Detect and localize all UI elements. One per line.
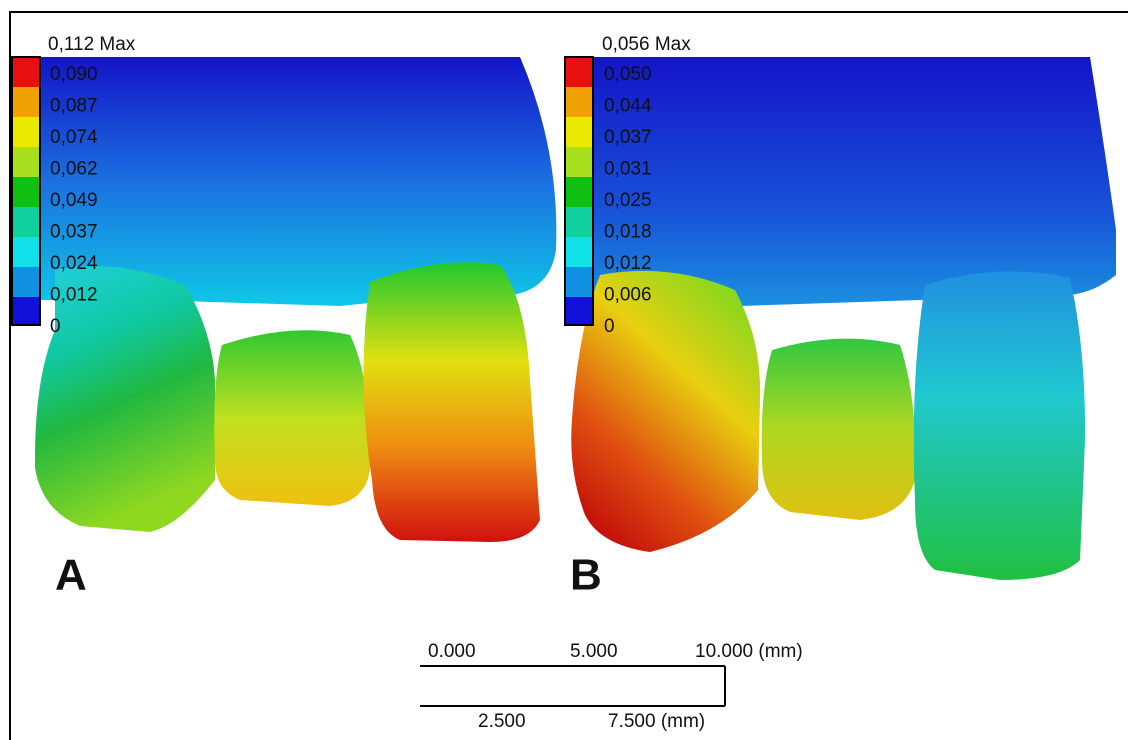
scale-label: 5.000 (570, 641, 618, 662)
scale-label: 10.000 (mm) (695, 641, 803, 662)
legend-label: 0,090 (50, 64, 98, 85)
legend-label: 0,006 (604, 285, 652, 306)
legend-label: 0,062 (50, 159, 98, 180)
legend-label: 0,049 (50, 190, 98, 211)
legend-max: 0,056 Max (602, 34, 691, 55)
panel-a-model (35, 57, 556, 542)
legend-label: 0,050 (604, 64, 652, 85)
legend-label: 0,087 (50, 96, 98, 117)
figure: 0.000 5.000 10.000 (mm) 2.500 7.500 (mm)… (0, 0, 1128, 740)
scale-label: 2.500 (478, 711, 526, 732)
legend-swatches-b (565, 57, 593, 325)
legend-max: 0,112 Max (48, 34, 136, 55)
panel-b-model (571, 57, 1116, 580)
legend-label: 0 (604, 316, 615, 337)
scale-label: 7.500 (mm) (608, 711, 705, 732)
legend-label: 0,037 (50, 222, 98, 243)
legend-label: 0,024 (50, 253, 98, 274)
scale-bar (420, 666, 725, 706)
legend-label: 0,074 (50, 127, 98, 148)
legend-label: 0 (50, 316, 61, 337)
panel-label: A (55, 551, 87, 600)
legend-label: 0,012 (604, 253, 652, 274)
legend-label: 0,018 (604, 222, 652, 243)
legend-label: 0,044 (604, 96, 652, 117)
legend-swatches-a (12, 57, 40, 325)
legend-label: 0,037 (604, 127, 652, 148)
legend-label: 0,031 (604, 159, 652, 180)
scale-label: 0.000 (428, 641, 476, 662)
legend-label: 0,025 (604, 190, 652, 211)
panel-label: B (570, 551, 602, 600)
legend-label: 0,012 (50, 285, 98, 306)
